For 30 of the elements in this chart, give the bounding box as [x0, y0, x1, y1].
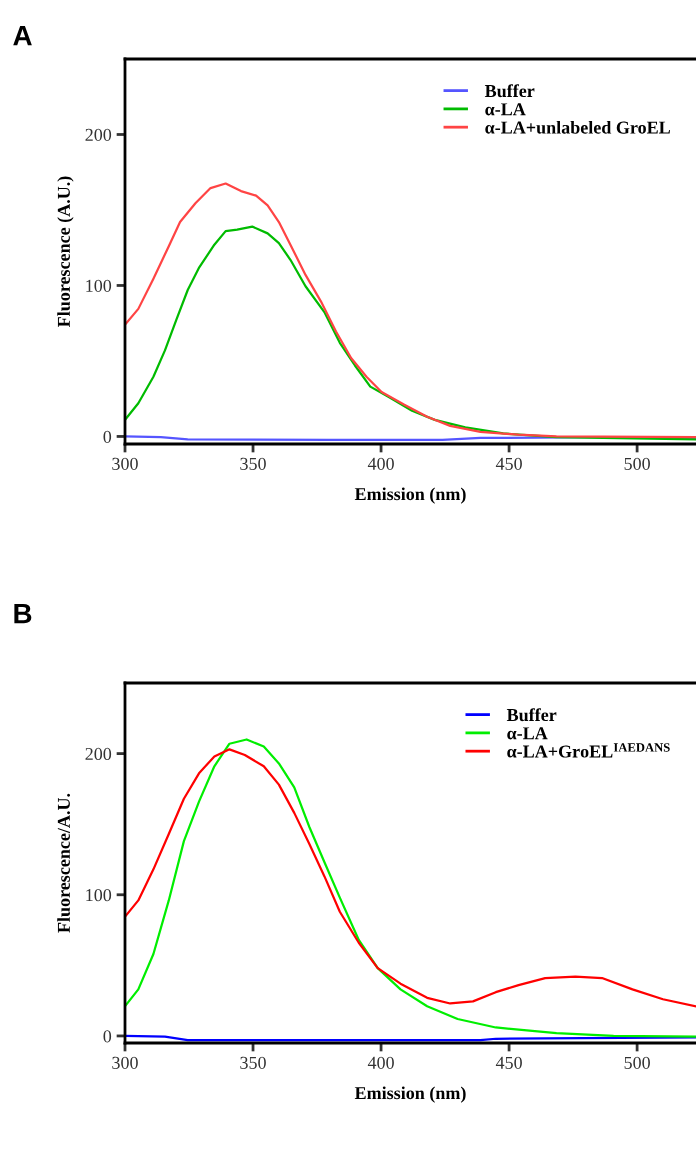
y-axis-title: Fluorescence (A.U.) — [57, 176, 74, 327]
x-tick-label: 450 — [495, 1056, 522, 1069]
x-tick-label: 400 — [367, 457, 394, 470]
chart-title: A — [13, 26, 32, 46]
x-tick-label: 450 — [495, 457, 522, 470]
y-axis-title: Fluorescence/A.U. — [57, 793, 71, 933]
legend-label: α-LA — [485, 103, 526, 116]
x-axis-title: Emission (nm) — [354, 1086, 466, 1103]
legend-label: Buffer — [484, 84, 535, 98]
y-tick-label: 0 — [103, 1030, 112, 1043]
x-axis-title: Emission (nm) — [354, 487, 466, 504]
x-tick-label: 350 — [240, 457, 266, 470]
line-series — [125, 225, 696, 441]
y-tick-label: 200 — [85, 128, 112, 141]
y-tick-label: 100 — [86, 889, 112, 902]
legend-label: α-LA+unlabeled GroEL — [485, 120, 670, 134]
y-tick-label: 100 — [86, 279, 112, 292]
x-tick-label: 300 — [112, 457, 138, 470]
legend-label: α-LA+GroEL$^{IAEDANS}$ — [507, 743, 670, 758]
legend-label: Buffer — [506, 708, 557, 722]
x-tick-label: 350 — [240, 1056, 266, 1069]
x-tick-label: 300 — [112, 1056, 138, 1069]
line-series — [125, 182, 696, 439]
x-tick-label: 400 — [367, 1056, 394, 1069]
x-tick-label: 500 — [624, 457, 650, 470]
chart-title: B — [14, 604, 32, 624]
x-tick-label: 500 — [624, 1056, 650, 1069]
y-tick-label: 200 — [85, 747, 112, 761]
legend-label: α-LA — [507, 727, 548, 740]
y-tick-label: 0 — [103, 430, 112, 443]
